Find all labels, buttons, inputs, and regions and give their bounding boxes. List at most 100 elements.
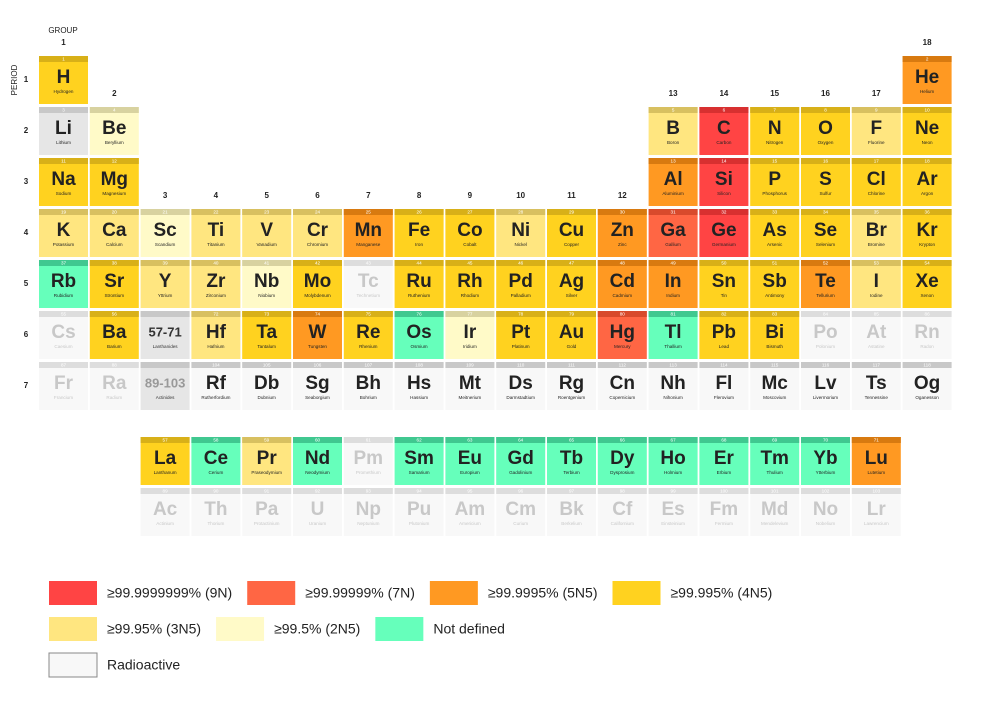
cell-band [89, 362, 139, 368]
atomic-number: 70 [823, 438, 829, 443]
cell-bg [902, 107, 952, 155]
element-symbol: Sg [305, 373, 329, 394]
cell-band [445, 362, 495, 368]
atomic-number: 99 [671, 489, 677, 494]
atomic-number: 36 [925, 210, 931, 215]
cell-band [648, 107, 698, 113]
cell-band [648, 488, 698, 494]
element-symbol: Ge [711, 220, 736, 241]
element-name: Xenon [920, 293, 934, 298]
cell-bg [343, 311, 393, 359]
element-name: Iridium [463, 344, 477, 349]
atomic-number: 115 [771, 363, 779, 368]
element-symbol: Th [204, 499, 227, 520]
atomic-number: 22 [213, 210, 219, 215]
cell-band [293, 362, 342, 368]
element-name: Curium [513, 521, 528, 526]
cell-bg [547, 260, 596, 308]
cell-band [801, 311, 850, 317]
cell-bg [242, 362, 292, 410]
atomic-number: 66 [620, 438, 626, 443]
cell-bg [89, 107, 139, 155]
atomic-number: 95 [467, 489, 473, 494]
cell-bg [597, 311, 647, 359]
atomic-number: 57 [163, 438, 169, 443]
element-symbol: Bi [765, 322, 784, 343]
atomic-number: 91 [264, 489, 270, 494]
element-name: Uranium [309, 521, 327, 526]
cell-bg [140, 209, 190, 257]
cell-bg [547, 311, 596, 359]
element-symbol: Hg [610, 322, 635, 343]
cell-band [394, 311, 444, 317]
element-symbol: H [57, 67, 71, 88]
atomic-number: 33 [772, 210, 778, 215]
cell-band [597, 260, 647, 266]
cell-bg [801, 488, 850, 536]
cell-band [801, 209, 850, 215]
atomic-number: 82 [721, 312, 727, 317]
cell-band [851, 209, 901, 215]
atomic-number: 77 [467, 312, 473, 317]
atomic-number: 88 [112, 363, 118, 368]
atomic-number: 15 [772, 159, 778, 164]
element-name: Antimony [765, 293, 785, 298]
atomic-number: 60 [315, 438, 321, 443]
element-name: Hafnium [207, 344, 224, 349]
element-symbol: Ca [102, 220, 127, 241]
atomic-number: 27 [467, 210, 473, 215]
atomic-number: 117 [873, 363, 881, 368]
element-symbol: Na [51, 169, 76, 190]
cell-bg [648, 209, 698, 257]
atomic-number: 67 [671, 438, 677, 443]
element-name: Praseodymium [251, 470, 282, 475]
group-number: 18 [923, 38, 932, 47]
element-symbol: Mo [304, 271, 331, 292]
atomic-number: 93 [366, 489, 372, 494]
atomic-number: 49 [671, 261, 677, 266]
element-symbol: Kr [917, 220, 939, 241]
cell-band [191, 311, 241, 317]
atomic-number: 73 [264, 312, 270, 317]
cell-bg [39, 158, 88, 206]
cell-bg [750, 488, 800, 536]
element-symbol: No [813, 499, 838, 520]
element-name: Darmstadtium [506, 395, 535, 400]
element-symbol: Fl [715, 373, 732, 394]
element-symbol: Ra [102, 373, 127, 394]
element-name: Zirconium [206, 293, 226, 298]
atomic-number: 56 [112, 312, 118, 317]
cell-bg [801, 311, 850, 359]
atomic-number: 107 [364, 363, 372, 368]
element-name: Erbium [717, 470, 732, 475]
element-name: Lead [719, 344, 730, 349]
cell-band [597, 488, 647, 494]
element-name: Tin [721, 293, 728, 298]
element-symbol: Au [559, 322, 584, 343]
atomic-number: 87 [61, 363, 67, 368]
element-symbol: Mt [459, 373, 482, 394]
cell-band [191, 362, 241, 368]
atomic-number: 80 [620, 312, 626, 317]
legend-swatch [216, 617, 265, 641]
cell-band [343, 311, 393, 317]
cell-bg [140, 311, 190, 359]
cell-bg [140, 362, 190, 410]
cell-bg [394, 260, 444, 308]
